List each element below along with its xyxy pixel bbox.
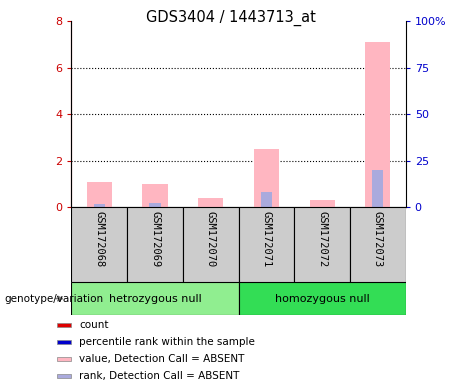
Bar [198, 198, 223, 207]
Bar [261, 192, 272, 207]
Text: GDS3404 / 1443713_at: GDS3404 / 1443713_at [146, 10, 315, 26]
Bar [57, 323, 71, 327]
Bar [71, 282, 239, 315]
Bar [365, 42, 390, 207]
Text: homozygous null: homozygous null [275, 293, 370, 304]
Bar [238, 282, 406, 315]
Text: GSM172068: GSM172068 [95, 211, 104, 267]
Bar [350, 207, 406, 282]
Bar [149, 203, 160, 207]
Text: GSM172072: GSM172072 [317, 211, 327, 267]
Bar [183, 207, 238, 282]
Bar [372, 170, 384, 207]
Text: GSM172070: GSM172070 [206, 211, 216, 267]
Text: rank, Detection Call = ABSENT: rank, Detection Call = ABSENT [79, 371, 240, 381]
Bar [57, 357, 71, 361]
Text: count: count [79, 320, 109, 330]
Bar [57, 340, 71, 344]
Text: GSM172069: GSM172069 [150, 211, 160, 267]
Bar [294, 207, 350, 282]
Bar [57, 374, 71, 377]
Bar [254, 149, 279, 207]
Text: value, Detection Call = ABSENT: value, Detection Call = ABSENT [79, 354, 245, 364]
Bar [127, 207, 183, 282]
Bar [87, 182, 112, 207]
Text: GSM172071: GSM172071 [261, 211, 272, 267]
Bar [238, 207, 294, 282]
Bar [94, 204, 105, 207]
Bar [142, 184, 167, 207]
Text: genotype/variation: genotype/variation [5, 293, 104, 304]
Text: GSM172073: GSM172073 [373, 211, 383, 267]
Bar [310, 200, 335, 207]
Text: percentile rank within the sample: percentile rank within the sample [79, 337, 255, 347]
Bar [71, 207, 127, 282]
Text: hetrozygous null: hetrozygous null [109, 293, 201, 304]
